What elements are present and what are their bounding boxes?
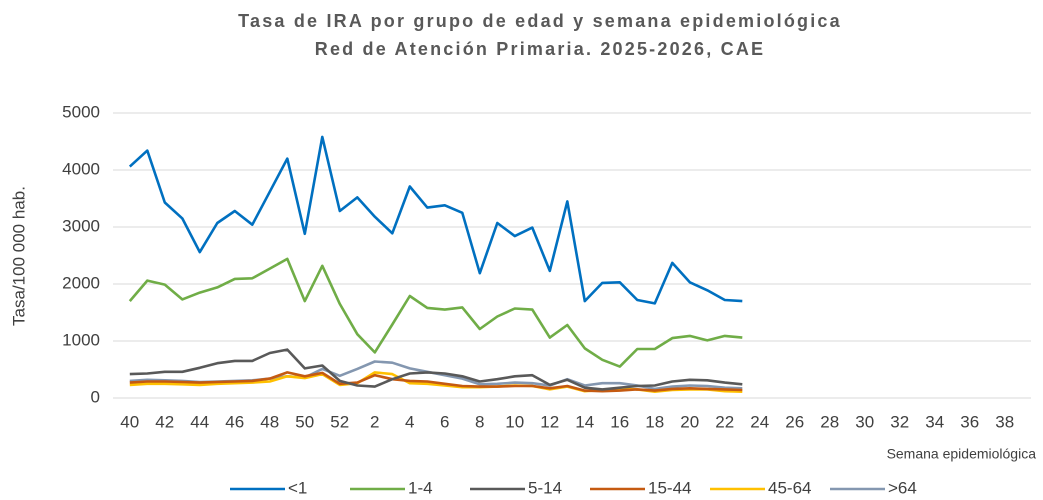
y-axis-title: Tasa/100 000 hab.	[9, 186, 28, 326]
x-tick-label: 36	[960, 412, 979, 431]
y-tick-label: 4000	[62, 159, 100, 178]
x-tick-label: 48	[260, 412, 279, 431]
x-tick-label: 12	[540, 412, 559, 431]
x-tick-label: 16	[610, 412, 629, 431]
y-tick-label: 3000	[62, 216, 100, 235]
x-tick-label: 10	[505, 412, 524, 431]
series-line	[129, 371, 743, 393]
chart-subtitle: Red de Atención Primaria. 2025-2026, CAE	[315, 39, 765, 59]
x-tick-label: 18	[645, 412, 664, 431]
legend-label: 1-4	[408, 478, 433, 497]
x-tick-label: 24	[750, 412, 769, 431]
chart-title: Tasa de IRA por grupo de edad y semana e…	[238, 11, 842, 31]
x-tick-label: 14	[575, 412, 594, 431]
series-line	[128, 135, 743, 305]
x-tick-label: 6	[440, 412, 449, 431]
x-tick-label: 42	[155, 412, 174, 431]
y-tick-label: 2000	[62, 273, 100, 292]
x-tick-label: 26	[785, 412, 804, 431]
x-tick-label: 50	[295, 412, 314, 431]
legend-label: 15-44	[648, 478, 691, 497]
x-tick-label: 2	[370, 412, 379, 431]
x-tick-label: 52	[330, 412, 349, 431]
legend-label: 5-14	[528, 478, 562, 497]
legend-label: <1	[288, 478, 307, 497]
x-tick-label: 30	[855, 412, 874, 431]
x-tick-label: 34	[925, 412, 944, 431]
y-tick-label: 0	[91, 387, 100, 406]
x-axis-title: Semana epidemiológica	[887, 446, 1037, 462]
series-line	[129, 348, 743, 391]
legend-label: 45-64	[768, 478, 811, 497]
x-tick-label: 22	[715, 412, 734, 431]
series-line	[128, 257, 743, 368]
legend-label: >64	[888, 478, 917, 497]
x-tick-label: 46	[225, 412, 244, 431]
x-tick-label: 20	[680, 412, 699, 431]
y-tick-label: 5000	[62, 102, 100, 121]
x-tick-label: 32	[890, 412, 909, 431]
x-tick-label: 40	[120, 412, 139, 431]
x-tick-label: 8	[475, 412, 484, 431]
x-tick-label: 4	[405, 412, 414, 431]
x-tick-label: 28	[820, 412, 839, 431]
y-tick-label: 1000	[62, 330, 100, 349]
x-tick-label: 44	[190, 412, 209, 431]
x-tick-label: 38	[995, 412, 1014, 431]
